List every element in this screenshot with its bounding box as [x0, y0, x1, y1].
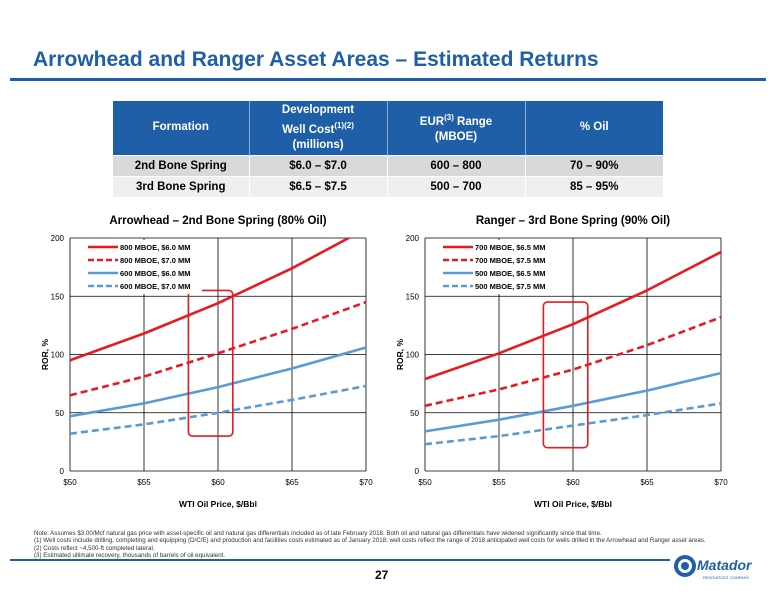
legend-label: 500 MBOE, $6.5 MM	[475, 269, 545, 278]
series-lines	[425, 250, 721, 446]
header-eur-pre: EUR	[419, 116, 445, 129]
header-cost-line3: (millions)	[292, 138, 344, 151]
header-formation: Formation	[113, 101, 250, 155]
cell-eur: 500 – 700	[387, 175, 526, 197]
y-tick-label: 0	[60, 467, 65, 476]
legend-background	[84, 240, 202, 294]
legend-label: 500 MBOE, $7.5 MM	[475, 282, 545, 291]
arrowhead-chart: Arrowhead – 2nd Bone Spring (80% Oil) $50…	[30, 208, 380, 513]
highlight-box	[187, 289, 234, 437]
y-tick-label: 100	[406, 351, 420, 360]
y-tick-label: 50	[55, 409, 64, 418]
x-tick-label: $70	[714, 478, 728, 487]
legend-label: 600 MBOE, $6.0 MM	[120, 269, 190, 278]
page-number: 27	[375, 568, 389, 582]
y-axis-label: ROR, %	[395, 338, 405, 370]
x-tick-label: $55	[492, 478, 506, 487]
logo-wordmark: Matador	[697, 557, 753, 573]
y-tick-label: 100	[51, 351, 65, 360]
header-cost-line2: Well Cost	[282, 123, 335, 136]
x-tick-label: $65	[285, 478, 299, 487]
slide-title: Arrowhead and Ranger Asset Areas – Estim…	[33, 48, 599, 71]
arrowhead-chart-svg: Arrowhead – 2nd Bone Spring (80% Oil) $50…	[40, 215, 373, 509]
footnote-line: (3) Estimated ultimate recovery, thousan…	[34, 551, 226, 559]
footnote-line: Note: Assumes $3.00/Mcf natural gas pric…	[34, 530, 602, 537]
title-divider	[10, 78, 766, 81]
ranger-chart-svg: Ranger – 3rd Bone Spring (90% Oil) $50 $55…	[395, 215, 728, 509]
legend-label: 800 MBOE, $6.0 MM	[120, 243, 190, 252]
matador-logo: Matador RESOURCES COMPANY	[674, 555, 753, 580]
series-line	[425, 402, 721, 446]
footnote-line: (2) Costs reflect ~4,500-ft completed la…	[34, 544, 155, 552]
series-lines	[70, 238, 366, 435]
header-eur-line2: (MBOE)	[434, 131, 478, 144]
series-line	[70, 384, 366, 435]
grid	[424, 237, 722, 472]
legend: 800 MBOE, $6.0 MM 800 MBOE, $7.0 MM 600 MB…	[84, 240, 202, 294]
header-eur-sup: (3)	[444, 113, 454, 123]
x-axis-label: WTI Oil Price, $/Bbl	[179, 499, 257, 509]
y-tick-label: 150	[51, 292, 65, 301]
chart-title: Arrowhead – 2nd Bone Spring (80% Oil)	[109, 215, 326, 227]
header-eur: EUR(3) Range (MBOE)	[387, 101, 526, 155]
header-well-cost: Development Well Cost(1)(2) (millions)	[249, 101, 388, 155]
logo-subtext: RESOURCES COMPANY	[703, 575, 750, 580]
header-oil: % Oil	[525, 101, 663, 155]
y-tick-label: 0	[415, 467, 420, 476]
ranger-chart: Ranger – 3rd Bone Spring (90% Oil) $50 $55…	[385, 208, 735, 513]
series-line	[425, 315, 721, 408]
header-cost-line1: Development	[281, 103, 355, 116]
header-cost-sup: (1)(2)	[334, 120, 354, 130]
x-tick-label: $65	[640, 478, 654, 487]
cell-cost: $6.5 – $7.5	[249, 175, 388, 197]
cell-oil: 85 – 95%	[525, 175, 663, 197]
legend-label: 700 MBOE, $6.5 MM	[475, 243, 545, 252]
cell-cost: $6.0 – $7.0	[249, 154, 388, 176]
x-tick-label: $70	[359, 478, 373, 487]
y-tick-label: 50	[410, 409, 419, 418]
y-axis-label: ROR, %	[40, 338, 50, 370]
header-eur-post: Range	[453, 116, 493, 129]
footnote-line: (1) Well costs include drilling, complet…	[34, 537, 706, 545]
series-line	[425, 250, 721, 381]
cell-oil: 70 – 90%	[525, 154, 663, 176]
footer-divider	[10, 559, 670, 561]
x-tick-label: $55	[137, 478, 151, 487]
legend-label: 600 MBOE, $7.0 MM	[120, 282, 190, 291]
y-tick-label: 150	[406, 292, 420, 301]
cell-eur: 600 – 800	[387, 154, 526, 176]
chart-title: Ranger – 3rd Bone Spring (90% Oil)	[476, 215, 670, 227]
x-axis-label: WTI Oil Price, $/Bbl	[534, 499, 612, 509]
x-tick-label: $60	[566, 478, 580, 487]
y-tick-label: 200	[51, 234, 65, 243]
cell-formation: 2nd Bone Spring	[113, 154, 250, 176]
footnotes: Note: Assumes $3.00/Mcf natural gas pric…	[34, 530, 754, 559]
x-tick-label: $50	[63, 478, 77, 487]
series-line	[70, 346, 366, 418]
legend-label: 800 MBOE, $7.0 MM	[120, 256, 190, 265]
cell-formation: 3rd Bone Spring	[113, 175, 250, 197]
series-line	[70, 238, 352, 362]
x-tick-label: $50	[418, 478, 432, 487]
legend-background	[439, 240, 557, 294]
series-line	[425, 371, 721, 433]
highlight-box	[542, 301, 589, 449]
legend: 700 MBOE, $6.5 MM 700 MBOE, $7.5 MM 500 MB…	[439, 240, 557, 294]
table-row: 2nd Bone Spring $6.0 – $7.0 600 – 800 70…	[113, 154, 663, 176]
series-line	[70, 300, 366, 397]
table-row: 3rd Bone Spring $6.5 – $7.5 500 – 700 85…	[113, 175, 663, 197]
returns-table: Formation Development Well Cost(1)(2) (m…	[113, 101, 663, 197]
x-tick-label: $60	[211, 478, 225, 487]
y-tick-label: 200	[406, 234, 420, 243]
legend-label: 700 MBOE, $7.5 MM	[475, 256, 545, 265]
